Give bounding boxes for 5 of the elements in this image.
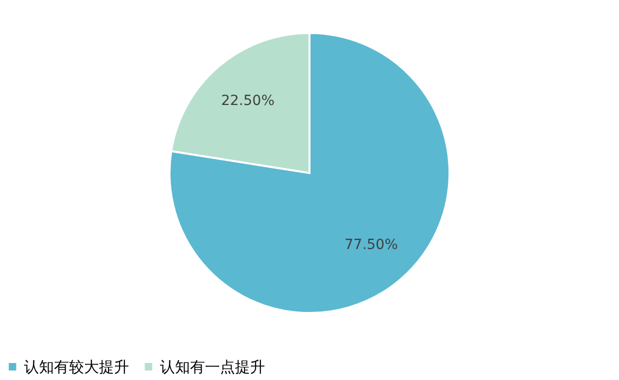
data-label: 77.50% <box>344 237 398 254</box>
pie-slice <box>168 32 450 314</box>
data-label: 22.50% <box>221 92 274 109</box>
legend-label: 认知有较大提升 <box>24 358 129 376</box>
legend-label: 认知有一点提升 <box>160 358 265 376</box>
